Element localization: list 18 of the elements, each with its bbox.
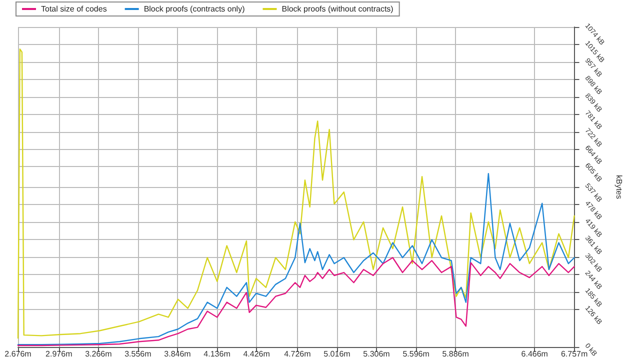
y-axis-title: kBytes <box>614 174 624 200</box>
x-tick-label: 4.726m <box>284 350 312 358</box>
x-tick-label: 3.556m <box>124 350 152 358</box>
x-tick-label: 2.676m <box>4 350 32 358</box>
legend-label: Total size of codes <box>41 4 107 14</box>
x-tick-label: 5.306m <box>363 350 390 358</box>
x-tick-label: 4.426m <box>243 350 270 358</box>
x-tick-label: 6.757m <box>560 350 588 358</box>
x-tick-label: 5.886m <box>442 350 470 358</box>
x-tick-label: 5.596m <box>402 350 430 358</box>
x-tick-label: 2.976m <box>46 350 73 358</box>
x-tick-label: 3.846m <box>164 350 192 358</box>
x-tick-label: 4.136m <box>204 350 231 358</box>
legend-label: Block proofs (without contracts) <box>282 4 394 14</box>
x-tick-label: 5.016m <box>324 350 351 358</box>
legend-label: Block proofs (contracts only) <box>144 4 246 14</box>
x-tick-label: 6.466m <box>521 350 548 358</box>
x-tick-label: 3.266m <box>85 350 112 358</box>
